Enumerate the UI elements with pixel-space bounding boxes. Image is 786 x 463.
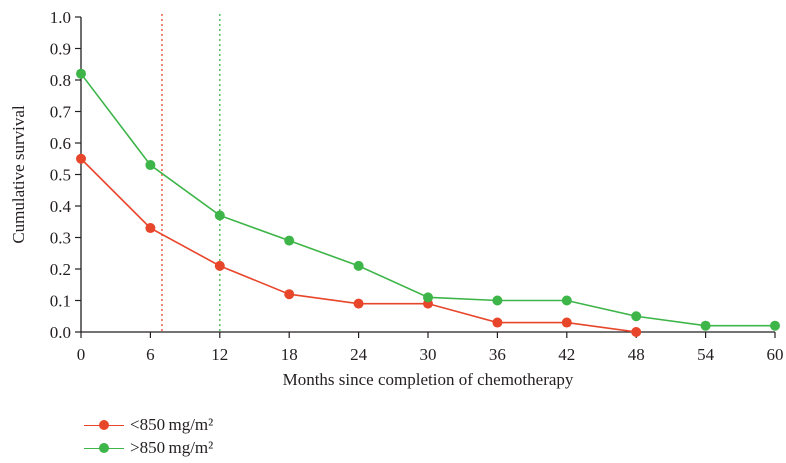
data-point-series-2 [631,311,642,322]
legend: <850 mg/m² >850 mg/m² [84,413,213,459]
data-point-series-2 [145,160,156,171]
survival-chart: 0 6 12 18 24 30 36 42 48 54 60 0.00.10.20.30.40.50… [9,8,784,389]
data-point-series-1 [561,317,572,328]
x-tick-label: 36 [489,345,506,364]
data-point-series-1 [492,317,503,328]
data-point-series-1 [145,223,156,234]
x-tick-label: 24 [350,345,368,364]
x-tick-label: 54 [697,345,715,364]
legend-item-series-1: <850 mg/m² [84,413,213,436]
x-tick-label: 18 [281,345,298,364]
data-point-series-2 [214,210,225,221]
y-tick-label: 0.0 [50,323,71,342]
y-tick-label: 0.9 [50,40,71,59]
legend-item-series-2: >850 mg/m² [84,436,213,459]
y-tick-label: 1.0 [50,8,71,27]
data-point-series-2 [76,68,86,79]
data-point-series-2 [561,295,572,306]
x-tick-label: 30 [420,345,437,364]
y-tick-label: 0.6 [50,134,71,153]
y-tick-label: 0.8 [50,71,71,90]
y-tick-label: 0.3 [50,229,71,248]
x-ticks: 0 6 12 18 24 30 36 42 48 54 60 [77,332,784,364]
data-point-series-2 [700,320,711,331]
data-point-series-2 [284,235,295,246]
legend-label-series-1: <850 mg/m² [130,414,214,434]
y-tick-label: 0.4 [50,197,72,216]
data-point-series-1 [631,327,642,337]
legend-swatch-series-1 [84,418,124,432]
data-point-series-1 [214,260,225,271]
x-tick-label: 48 [628,345,645,364]
reference-lines [161,14,221,332]
x-tick-label: 0 [77,345,86,364]
x-axis-title: Months since completion of chemotherapy [283,370,574,389]
legend-swatch-series-2 [84,441,124,455]
legend-label-series-2: >850 mg/m² [130,437,214,457]
data-point-series-1 [284,289,295,300]
y-ticks: 0.0 0.1 0.2 0.3 0.4 0.5 0.6 0.7 0.8 0.9 1.0 [50,8,81,342]
legend-marker [99,442,109,453]
y-axis-title: Cumulative survival [9,105,28,244]
data-point-series-2 [492,295,503,306]
x-tick-label: 6 [146,345,155,364]
y-tick-label: 0.2 [50,260,71,279]
y-tick-label: 0.1 [50,292,71,311]
y-tick-label: 0.5 [50,166,71,185]
series-group [76,68,780,337]
data-point-series-2 [423,292,433,303]
data-point-series-2 [353,260,364,271]
axes [80,17,775,333]
series-line-2 [80,73,775,327]
x-tick-label: 12 [211,345,228,364]
data-point-series-1 [76,153,86,164]
x-tick-label: 42 [558,345,575,364]
y-tick-label: 0.7 [50,103,72,122]
x-tick-label: 60 [767,345,784,364]
legend-marker [99,419,109,430]
data-point-series-2 [770,320,780,331]
data-point-series-1 [353,298,364,309]
